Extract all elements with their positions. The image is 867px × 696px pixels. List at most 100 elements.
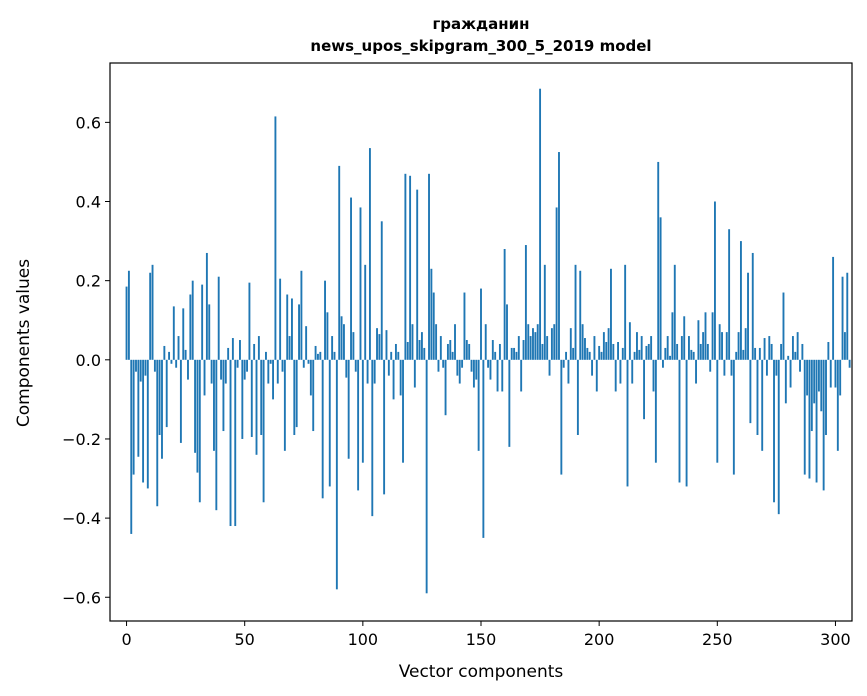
bar-291 <box>813 359 816 404</box>
bar-174 <box>536 324 539 360</box>
bar-196 <box>588 351 591 360</box>
bar-149 <box>477 359 480 451</box>
bar-236 <box>683 316 686 360</box>
bar-189 <box>572 347 575 360</box>
bar-182 <box>555 207 558 360</box>
bar-190 <box>574 264 577 360</box>
bar-207 <box>614 359 617 392</box>
bar-132 <box>437 359 440 372</box>
bar-69 <box>288 336 291 360</box>
bar-266 <box>754 347 757 360</box>
bar-177 <box>543 264 546 360</box>
bar-290 <box>810 359 813 432</box>
bar-183 <box>558 152 560 360</box>
bar-193 <box>581 324 584 360</box>
bar-64 <box>276 359 279 384</box>
bar-172 <box>532 328 534 360</box>
bar-116 <box>399 359 402 396</box>
chart-title-group: гражданин news_upos_skipgram_300_5_2019 … <box>310 15 651 55</box>
bar-49 <box>241 359 244 439</box>
bar-146 <box>470 359 473 372</box>
bar-284 <box>796 332 799 360</box>
bar-99 <box>359 207 362 360</box>
bar-14 <box>158 359 161 435</box>
x-tick-label-50: 50 <box>235 630 255 649</box>
bar-72 <box>295 359 298 428</box>
bar-140 <box>456 359 459 376</box>
bar-94 <box>347 359 350 459</box>
bar-173 <box>534 332 537 360</box>
bar-77 <box>307 359 310 364</box>
y-tick-label-1: −0.4 <box>62 509 101 528</box>
bar-277 <box>780 343 783 360</box>
bar-8 <box>144 359 147 376</box>
bar-115 <box>397 351 400 360</box>
bar-198 <box>593 336 596 360</box>
bar-96 <box>352 332 355 360</box>
bar-246 <box>706 343 709 360</box>
bar-22 <box>177 336 180 360</box>
bar-285 <box>799 359 801 372</box>
bar-293 <box>817 359 820 392</box>
bar-301 <box>836 359 839 451</box>
bar-278 <box>782 292 785 360</box>
bar-2 <box>130 359 133 534</box>
bar-83 <box>321 359 324 499</box>
bar-130 <box>432 292 435 360</box>
bar-302 <box>839 359 842 396</box>
bar-21 <box>175 359 178 368</box>
bar-120 <box>409 175 412 360</box>
bar-166 <box>517 336 520 360</box>
bar-33 <box>203 359 206 396</box>
bar-17 <box>165 359 168 428</box>
bar-226 <box>659 217 662 360</box>
bar-276 <box>777 359 780 515</box>
bar-240 <box>692 351 695 360</box>
bar-274 <box>773 359 775 503</box>
bar-155 <box>491 340 494 360</box>
bar-131 <box>435 324 438 360</box>
y-tick-label-4: 0.2 <box>76 272 101 291</box>
bar-65 <box>279 278 282 360</box>
bar-134 <box>442 359 445 368</box>
bar-217 <box>638 349 641 360</box>
bar-234 <box>678 359 681 483</box>
bar-70 <box>291 298 293 360</box>
bar-109 <box>383 359 386 495</box>
bar-210 <box>621 347 624 360</box>
bar-255 <box>728 229 731 360</box>
bar-98 <box>357 359 360 491</box>
bar-100 <box>361 359 364 463</box>
bar-261 <box>742 349 745 360</box>
y-tick-label-5: 0.4 <box>76 193 101 212</box>
bar-188 <box>569 328 572 360</box>
bar-192 <box>579 270 582 360</box>
bar-27 <box>189 294 192 360</box>
bar-265 <box>751 252 754 360</box>
bar-167 <box>520 359 523 392</box>
bar-218 <box>640 336 643 360</box>
bar-90 <box>338 165 341 360</box>
bar-279 <box>784 359 787 404</box>
bar-251 <box>718 324 721 360</box>
bar-262 <box>744 328 747 360</box>
bar-254 <box>725 332 728 360</box>
bar-60 <box>267 359 270 384</box>
y-axis-ticks: −0.6 −0.4 −0.2 0.0 0.2 0.4 0.6 <box>62 113 110 607</box>
x-tick-label-150: 150 <box>466 630 497 649</box>
bar-214 <box>631 359 634 384</box>
bar-42 <box>224 359 227 384</box>
bar-303 <box>841 276 844 360</box>
bar-232 <box>673 264 676 360</box>
bar-16 <box>163 345 166 360</box>
bar-15 <box>161 359 163 459</box>
bar-244 <box>702 332 705 360</box>
bar-67 <box>283 359 286 451</box>
bar-26 <box>187 359 189 380</box>
y-axis-label: Components values <box>14 259 34 427</box>
bar-241 <box>695 359 697 384</box>
bar-74 <box>300 270 303 360</box>
bar-142 <box>461 359 464 368</box>
bar-1 <box>127 270 130 360</box>
